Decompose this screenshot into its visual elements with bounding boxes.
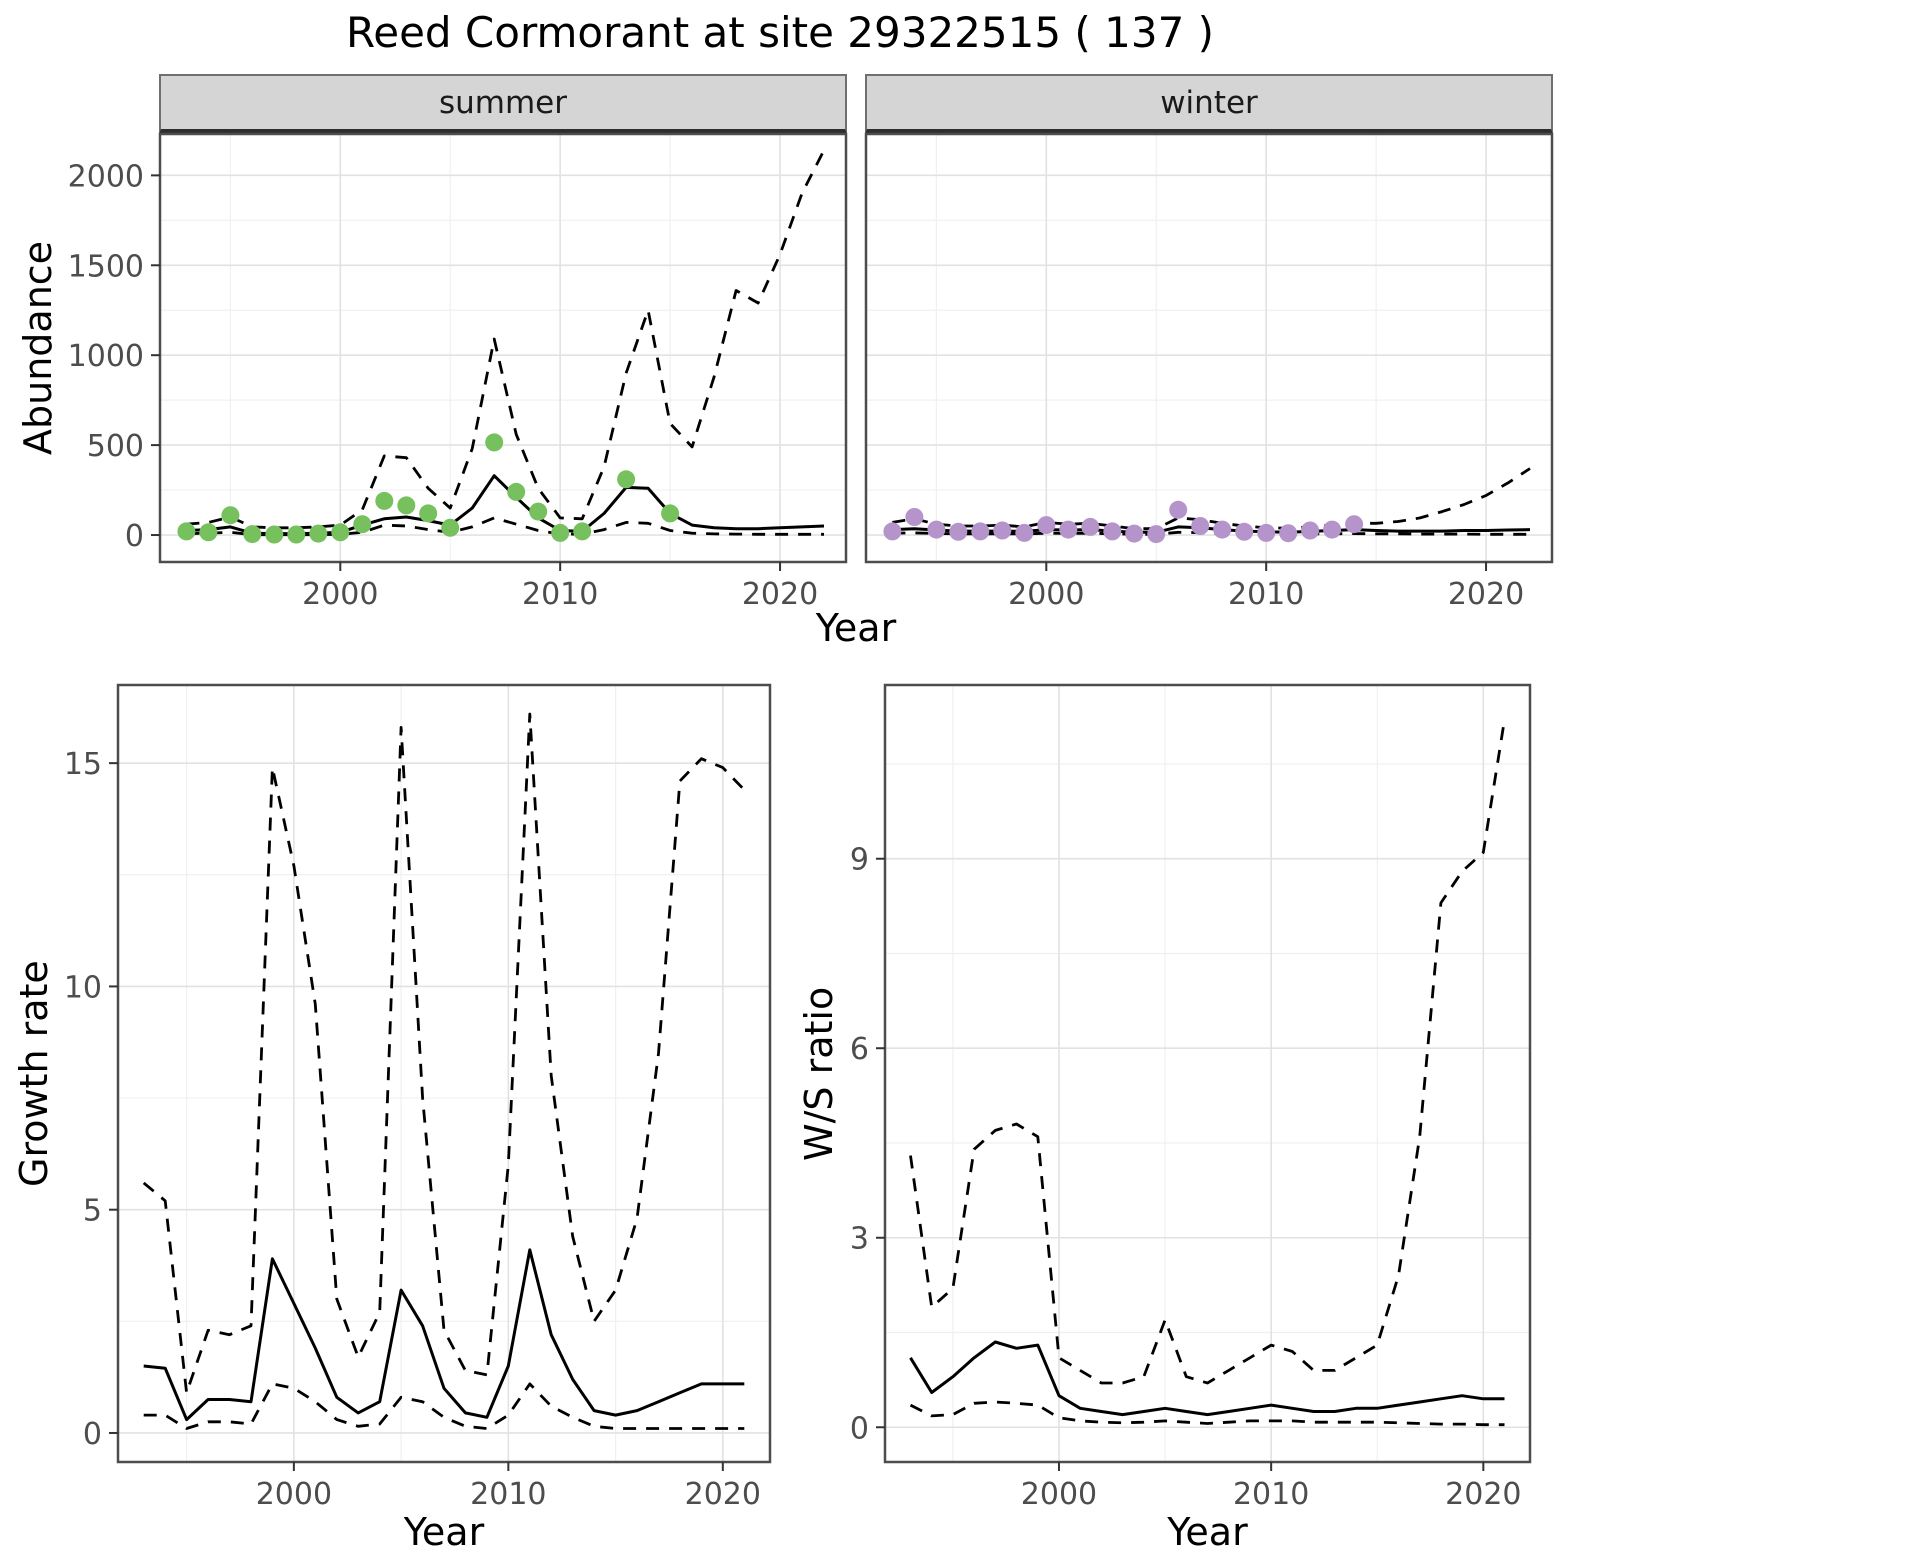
observed-point xyxy=(485,433,504,452)
facet-strip-summer: summer xyxy=(159,74,847,134)
panel-border xyxy=(116,683,772,1464)
y-tick-label: 5 xyxy=(83,1194,102,1229)
y-tick-label: 1000 xyxy=(68,339,144,374)
observed-point xyxy=(419,504,438,523)
abundance_summer-panel: 2000 2010 2020 0 500 1000 1500 2000 xyxy=(68,132,848,612)
observed-point xyxy=(661,504,680,523)
y-tick-label: 10 xyxy=(64,970,102,1005)
y-tick-label: 2000 xyxy=(68,159,144,194)
y-tick-label: 9 xyxy=(850,843,869,878)
observed-point xyxy=(441,518,460,537)
y-tick-label: 500 xyxy=(87,429,144,464)
abundance_summer-median-line xyxy=(186,474,825,536)
x-axis-label-year-growth: Year xyxy=(403,1510,485,1554)
panel-border xyxy=(158,132,848,564)
observed-point xyxy=(1015,523,1034,542)
observed-point xyxy=(551,523,570,542)
y-tick-label: 0 xyxy=(850,1411,869,1446)
observed-point xyxy=(265,525,284,544)
x-tick-label: 2000 xyxy=(302,577,378,612)
x-tick-label: 2020 xyxy=(742,577,818,612)
observed-point xyxy=(287,525,306,544)
observed-point xyxy=(1279,524,1298,543)
abundance_summer-upper_ci-line xyxy=(186,149,826,530)
observed-point xyxy=(949,522,968,541)
y-tick-label: 15 xyxy=(64,747,102,782)
observed-point xyxy=(1213,520,1232,539)
y-tick-label: 0 xyxy=(83,1417,102,1452)
observed-point xyxy=(1257,523,1276,542)
ws_ratio-lower_ci-line xyxy=(909,1400,1505,1427)
x-tick-label: 2020 xyxy=(1445,1477,1521,1512)
observed-point xyxy=(1235,522,1254,541)
abundance_winter-panel: 2000 2010 2020 xyxy=(864,132,1554,612)
ws_ratio-median-line xyxy=(909,1340,1505,1417)
observed-point xyxy=(1037,516,1056,535)
y-tick-label: 0 xyxy=(125,519,144,554)
observed-point xyxy=(199,523,218,542)
observed-point xyxy=(573,522,592,541)
observed-point xyxy=(1081,517,1100,536)
x-tick-label: 2020 xyxy=(685,1477,761,1512)
growth_rate-upper_ci-line xyxy=(142,712,746,1395)
facet-strip-winter: winter xyxy=(865,74,1553,134)
observed-point xyxy=(529,502,548,521)
observed-point xyxy=(221,506,240,525)
x-tick-label: 2000 xyxy=(1021,1477,1097,1512)
plot-title: Reed Cormorant at site 29322515 ( 137 ) xyxy=(345,8,1215,57)
observed-point xyxy=(971,522,990,541)
growth_rate-panel: 2000 2010 2020 0 5 10 15 xyxy=(64,683,772,1512)
observed-point xyxy=(353,515,372,534)
abundance_winter-observed-points xyxy=(883,500,1364,544)
observed-point xyxy=(1169,500,1188,519)
observed-point xyxy=(617,470,636,489)
observed-point xyxy=(1103,522,1122,541)
observed-point xyxy=(1301,521,1320,540)
y-tick-label: 6 xyxy=(850,1032,869,1067)
observed-point xyxy=(397,496,416,515)
observed-point xyxy=(905,508,924,526)
y-tick-label: 3 xyxy=(850,1222,869,1257)
x-tick-label: 2010 xyxy=(1228,577,1304,612)
y-tick-label: 1500 xyxy=(68,249,144,284)
x-axis-label-year-top: Year xyxy=(815,606,897,650)
observed-point xyxy=(1125,524,1144,543)
observed-point xyxy=(1323,520,1342,539)
abundance_summer-lower_ci-line xyxy=(186,516,824,537)
growth_rate-median-line xyxy=(143,1248,745,1422)
observed-point xyxy=(331,523,350,542)
facet-strip-winter-label: winter xyxy=(1160,84,1258,121)
observed-point xyxy=(507,482,526,501)
x-tick-label: 2010 xyxy=(522,577,598,612)
panel-border xyxy=(864,132,1554,564)
ws_ratio-panel: 2000 2010 2020 0 3 6 9 xyxy=(850,683,1532,1512)
abundance_winter-upper_ci-line xyxy=(892,467,1531,531)
observed-point xyxy=(1191,517,1210,535)
facet-strip-summer-label: summer xyxy=(438,84,567,121)
x-tick-label: 2000 xyxy=(1008,577,1084,612)
panel-border xyxy=(883,683,1532,1464)
x-tick-label: 2010 xyxy=(1233,1477,1309,1512)
observed-point xyxy=(1147,525,1166,544)
x-tick-label: 2010 xyxy=(470,1477,546,1512)
abundance_winter-lower_ci-line xyxy=(892,530,1530,536)
growth_rate-lower_ci-line xyxy=(143,1382,745,1430)
observed-point xyxy=(927,520,946,539)
observed-point xyxy=(243,525,262,544)
observed-point xyxy=(993,521,1012,540)
abundance_summer-observed-points xyxy=(177,433,680,544)
x-axis-label-year-ws: Year xyxy=(1167,1510,1248,1554)
observed-point xyxy=(1059,520,1078,539)
observed-point xyxy=(375,491,394,510)
observed-point xyxy=(177,522,196,541)
observed-point xyxy=(309,524,328,543)
x-tick-label: 2000 xyxy=(256,1477,332,1512)
observed-point xyxy=(883,522,902,541)
observed-point xyxy=(1345,515,1364,534)
ws_ratio-upper_ci-line xyxy=(909,719,1506,1385)
x-tick-label: 2020 xyxy=(1448,577,1524,612)
